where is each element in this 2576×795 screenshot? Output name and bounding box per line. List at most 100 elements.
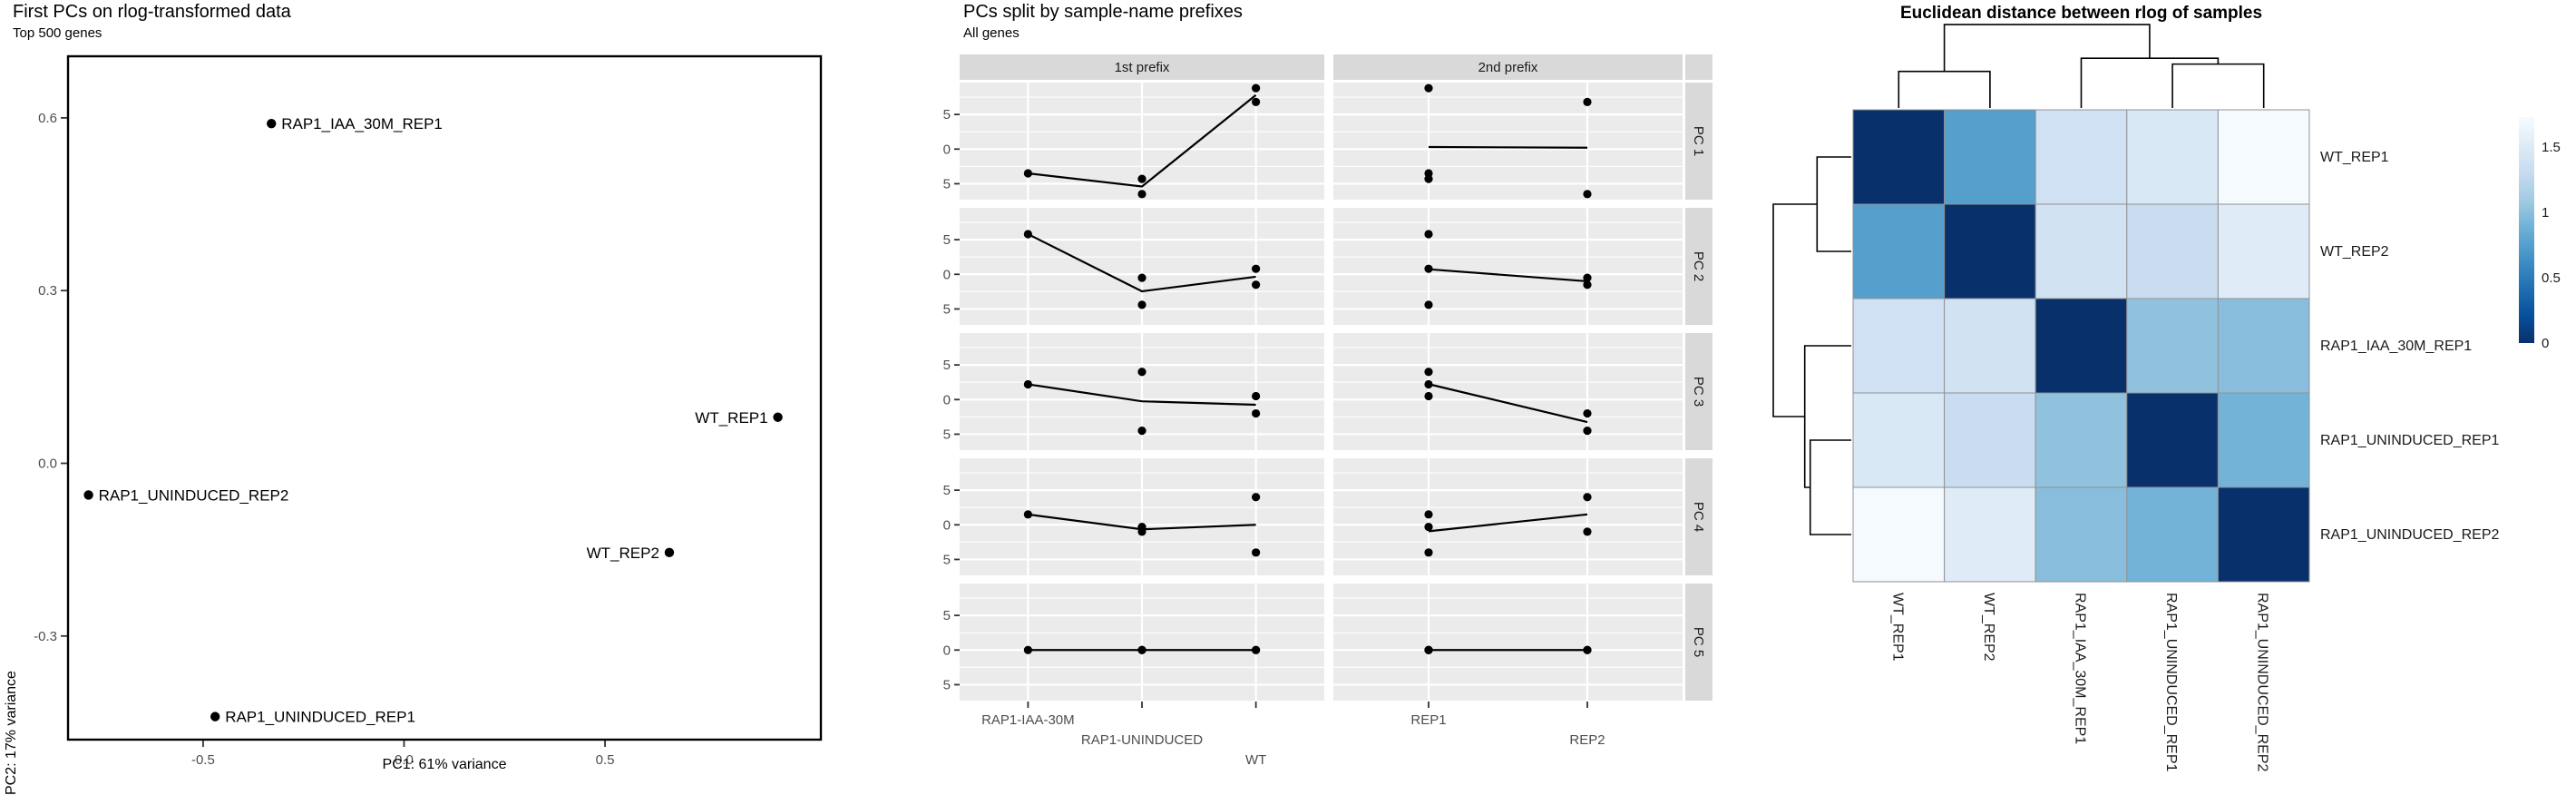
data-point [1424,548,1433,557]
legend-gradient [2519,117,2534,343]
dendrogram-segment [2080,57,2220,108]
heatmap-cell [2034,486,2128,583]
data-point [1252,83,1261,93]
data-point [1137,427,1147,436]
heatmap-cell [1944,298,2036,394]
pca-figure: First PCs on rlog-transformed data Top 5… [0,0,862,795]
heatmap-cell [2034,298,2128,394]
data-point [1424,83,1433,93]
heatmap-cell [1852,298,1946,394]
data-point [1424,379,1433,389]
pca-panel [66,54,823,741]
data-point [1583,427,1592,436]
row-label: RAP1_IAA_30M_REP1 [2320,339,2472,354]
heatmap-cell [1944,486,2036,583]
y-tick-label: 0.5 [943,232,951,248]
data-point [1424,391,1433,401]
y-tick-label: -0.5 [943,176,951,191]
row-strip-label: PC 2 [1691,251,1706,281]
x-tick-label: -0.5 [191,752,215,768]
row-label: WT_REP2 [2320,244,2389,260]
data-point [1137,300,1147,309]
row-strip [1685,584,1712,701]
row-strip-label: PC 1 [1691,126,1706,156]
trend-line [1428,268,1588,283]
pca-x-axis-title: PC1: 61% variance [382,757,507,772]
y-tick-label: 0.5 [943,358,951,373]
facets-subtitle: All genes [963,25,1020,41]
row-strip [1685,83,1712,200]
y-tick-label: -0.5 [943,427,951,442]
trend-line [1028,93,1257,188]
y-tick-label: 0.0 [943,142,951,157]
data-point [773,412,783,422]
trend-line [1027,233,1256,293]
corner-strip [1685,54,1712,80]
data-point [1424,264,1433,273]
col-label: RAP1_UNINDUCED_REP1 [2163,593,2179,771]
heatmap-cell [2034,109,2128,205]
heatmap-cell [1852,486,1946,583]
facet-panel [1333,333,1683,450]
row-label: WT_REP1 [2320,150,2389,165]
y-tick-label: 0.0 [943,267,951,282]
data-point [1583,408,1592,418]
heatmap-cell [1944,392,2036,488]
facet-panel [1333,83,1683,200]
facet-panel [1333,584,1683,701]
point-label: WT_REP1 [695,409,767,427]
y-tick-label: 0.5 [943,107,951,123]
data-point [1252,264,1261,273]
row-label: RAP1_UNINDUCED_REP2 [2320,527,2499,543]
data-point [1137,368,1147,377]
col-label: RAP1_UNINDUCED_REP2 [2255,593,2270,771]
y-tick-label: -0.5 [943,552,951,567]
heatmap-cell [2126,298,2219,394]
facets-title: PCs split by sample-name prefixes [963,2,1243,22]
x-category-label: REP1 [1410,712,1446,728]
data-point [83,490,93,500]
trend-line [1428,383,1588,424]
row-strip-label: PC 5 [1691,627,1706,657]
legend-tick-label: 1.5 [2542,140,2561,155]
y-tick-label: -0.3 [34,629,57,644]
row-strip [1685,208,1712,325]
pca-subtitle: Top 500 genes [13,25,102,41]
facets-plot-canvas: 1st prefix 2nd prefix 0.5 0.0 -0.5 PC 1 0.5 0.0… [943,54,1712,768]
y-tick-label: -0.5 [943,677,951,692]
heatmap-plot-canvas: WT_REP1 WT_REP2 RAP1_IAA_30M_REP1 RAP1_UNIN… [1772,24,2561,771]
data-point [1252,548,1261,557]
heatmap-cell [2126,203,2219,299]
pca-y-axis-title: PC2: 17% variance [4,671,19,795]
y-tick-label: 0.0 [943,392,951,407]
heatmap-cell [2126,392,2219,488]
row-label: RAP1_UNINDUCED_REP1 [2320,433,2499,448]
trend-line [1428,145,1588,149]
col-label: WT_REP2 [1981,593,1996,662]
point-label: RAP1_UNINDUCED_REP2 [99,486,289,504]
trend-line [1428,513,1588,533]
facet-panel [1333,208,1683,325]
y-tick-label: -0.5 [943,301,951,317]
row-strip [1685,458,1712,575]
pc-facets-figure: PCs split by sample-name prefixes All ge… [943,0,1760,795]
data-point [1424,230,1433,239]
heatmap-figure: Euclidean distance between rlog of sampl… [1760,0,2576,795]
row-strip-label: PC 3 [1691,377,1706,407]
legend-tick-label: 1 [2542,205,2549,221]
heatmap-cell [2217,203,2310,299]
data-point [1252,408,1261,418]
data-point [1583,280,1592,290]
data-point [1137,527,1147,536]
point-label: RAP1_IAA_30M_REP1 [281,115,443,132]
data-point [664,547,675,558]
data-point [1137,174,1147,183]
data-point [1583,645,1592,654]
row-strip-label: PC 4 [1691,502,1706,532]
dendrogram-segment [1772,203,1818,417]
x-category-label: WT [1245,752,1266,768]
heatmap-cell [1944,109,2036,205]
col-strip [1333,54,1683,80]
data-point [1137,273,1147,282]
data-point [1023,230,1032,239]
